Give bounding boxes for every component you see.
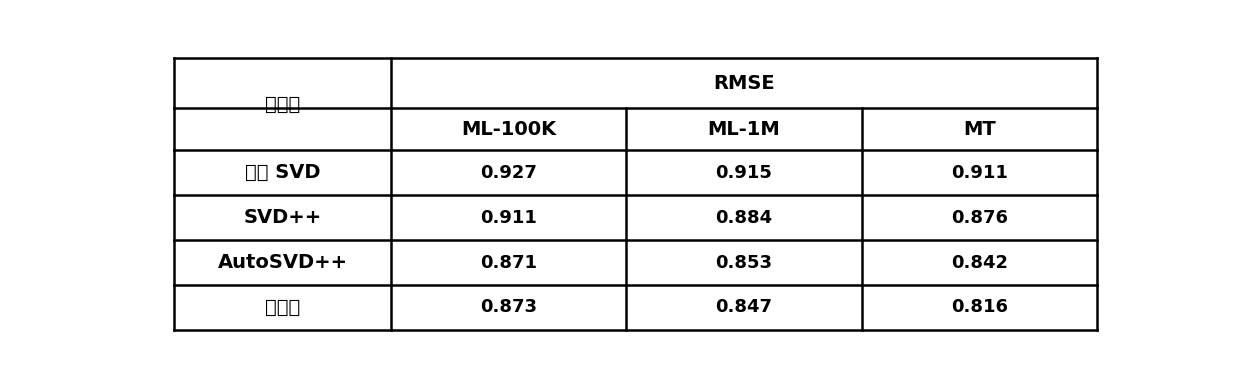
Text: 0.847: 0.847 — [715, 298, 773, 316]
Text: 0.876: 0.876 — [951, 209, 1008, 227]
Text: 0.873: 0.873 — [480, 298, 537, 316]
Text: 0.816: 0.816 — [951, 298, 1008, 316]
Text: RMSE: RMSE — [713, 74, 775, 93]
Text: 偏置 SVD: 偏置 SVD — [244, 163, 320, 182]
Text: 本方法: 本方法 — [265, 298, 300, 317]
Text: 0.915: 0.915 — [715, 164, 773, 182]
Text: 0.911: 0.911 — [480, 209, 537, 227]
Text: MT: MT — [962, 120, 996, 139]
Text: 0.884: 0.884 — [715, 209, 773, 227]
Text: SVD++: SVD++ — [243, 208, 321, 227]
Text: 0.911: 0.911 — [951, 164, 1008, 182]
Text: 数据集: 数据集 — [265, 94, 300, 114]
Text: AutoSVD++: AutoSVD++ — [217, 253, 347, 272]
Text: ML-1M: ML-1M — [708, 120, 780, 139]
Text: 0.871: 0.871 — [480, 253, 537, 271]
Text: 0.927: 0.927 — [480, 164, 537, 182]
Text: ML-100K: ML-100K — [461, 120, 557, 139]
Text: 0.842: 0.842 — [951, 253, 1008, 271]
Text: 0.853: 0.853 — [715, 253, 773, 271]
